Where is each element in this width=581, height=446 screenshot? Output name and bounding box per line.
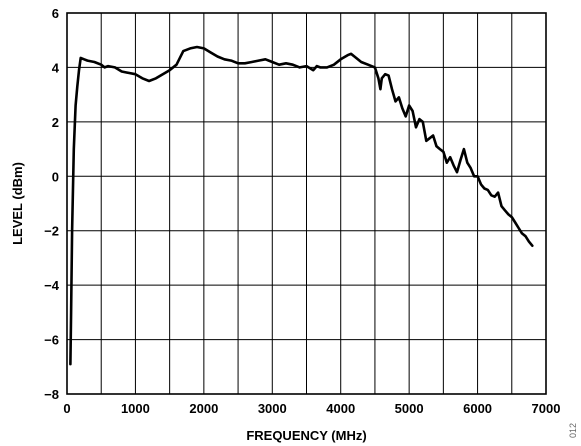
y-tick-label: −2: [44, 224, 59, 239]
x-tick-label: 1000: [121, 401, 150, 416]
x-tick-label: 2000: [189, 401, 218, 416]
y-tick-label: 6: [52, 6, 59, 21]
y-tick-label: 2: [52, 115, 59, 130]
x-tick-label: 7000: [532, 401, 561, 416]
x-tick-label: 4000: [326, 401, 355, 416]
y-tick-labels: −8 −6 −4 −2 0 2 4 6: [44, 6, 60, 402]
figure-id: 012: [568, 423, 578, 438]
y-tick-label: −4: [44, 278, 60, 293]
x-tick-label: 0: [63, 401, 70, 416]
plot-frame: [66, 12, 547, 395]
x-tick-label: 6000: [463, 401, 492, 416]
y-tick-label: 0: [52, 169, 59, 184]
y-axis-title: LEVEL (dBm): [10, 162, 25, 245]
y-tick-label: 4: [52, 60, 60, 75]
y-tick-label: −8: [44, 387, 59, 402]
y-tick-label: −6: [44, 333, 59, 348]
x-tick-label: 5000: [395, 401, 424, 416]
series-line-0: [69, 45, 534, 366]
x-tick-labels: 0 1000 2000 3000 4000 5000 6000 7000: [63, 401, 560, 416]
series-layer: [69, 45, 534, 366]
x-tick-label: 3000: [258, 401, 287, 416]
grid-lines: [67, 13, 546, 394]
x-axis-title: FREQUENCY (MHz): [246, 428, 366, 443]
